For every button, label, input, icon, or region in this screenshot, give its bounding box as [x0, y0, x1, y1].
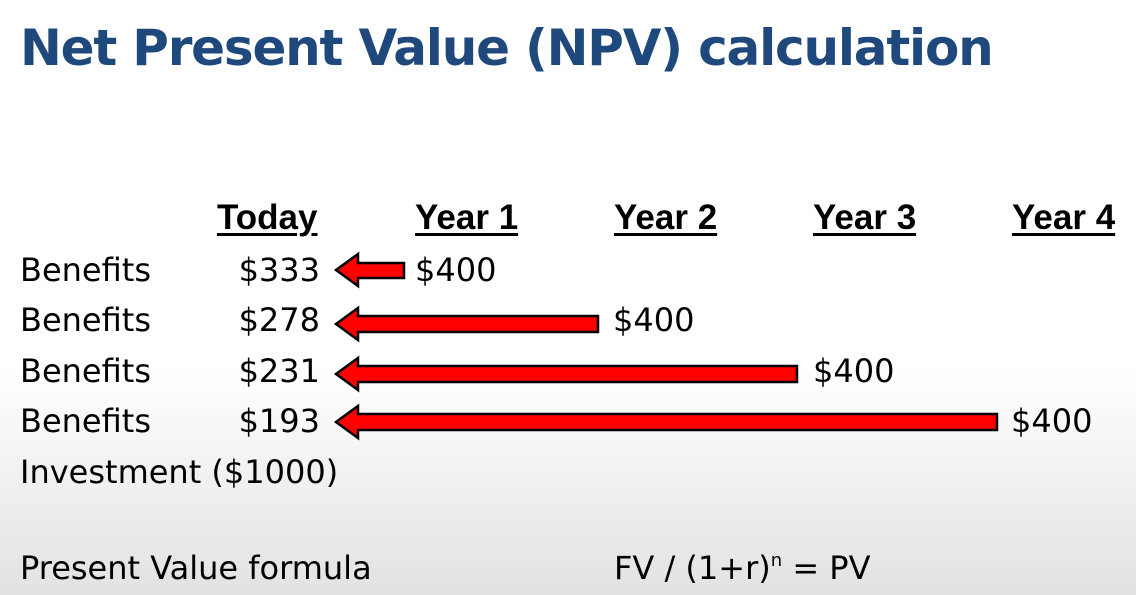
left-arrow-icon	[333, 403, 999, 441]
column-header-year-2: Year 2	[614, 198, 718, 237]
left-arrow-icon	[333, 355, 799, 393]
benefit-label: Benefits	[20, 301, 151, 339]
benefit-label: Benefits	[20, 402, 151, 440]
formula-expression-start: FV / (1+r)	[614, 549, 771, 587]
column-header-year-3: Year 3	[813, 198, 917, 237]
formula-exponent: n	[770, 550, 783, 571]
present-value: $231	[238, 352, 320, 390]
future-value: $400	[1011, 402, 1093, 440]
future-value: $400	[613, 301, 695, 339]
left-arrow-icon	[333, 251, 406, 289]
page-title: Net Present Value (NPV) calculation	[20, 19, 994, 77]
investment-label: Investment ($1000)	[20, 453, 339, 491]
present-value: $193	[238, 402, 320, 440]
benefit-label: Benefits	[20, 251, 151, 289]
left-arrow-icon	[333, 305, 600, 343]
benefit-label: Benefits	[20, 352, 151, 390]
future-value: $400	[813, 352, 895, 390]
present-value: $333	[238, 251, 320, 289]
present-value: $278	[238, 301, 320, 339]
formula-label: Present Value formula	[20, 549, 372, 587]
formula-expression-end: = PV	[782, 549, 871, 587]
future-value: $400	[415, 251, 497, 289]
column-header-year-1: Year 1	[415, 198, 519, 237]
column-header-today: Today	[217, 198, 318, 237]
formula-expression: FV / (1+r)n = PV	[614, 546, 870, 590]
column-header-year-4: Year 4	[1012, 198, 1116, 237]
